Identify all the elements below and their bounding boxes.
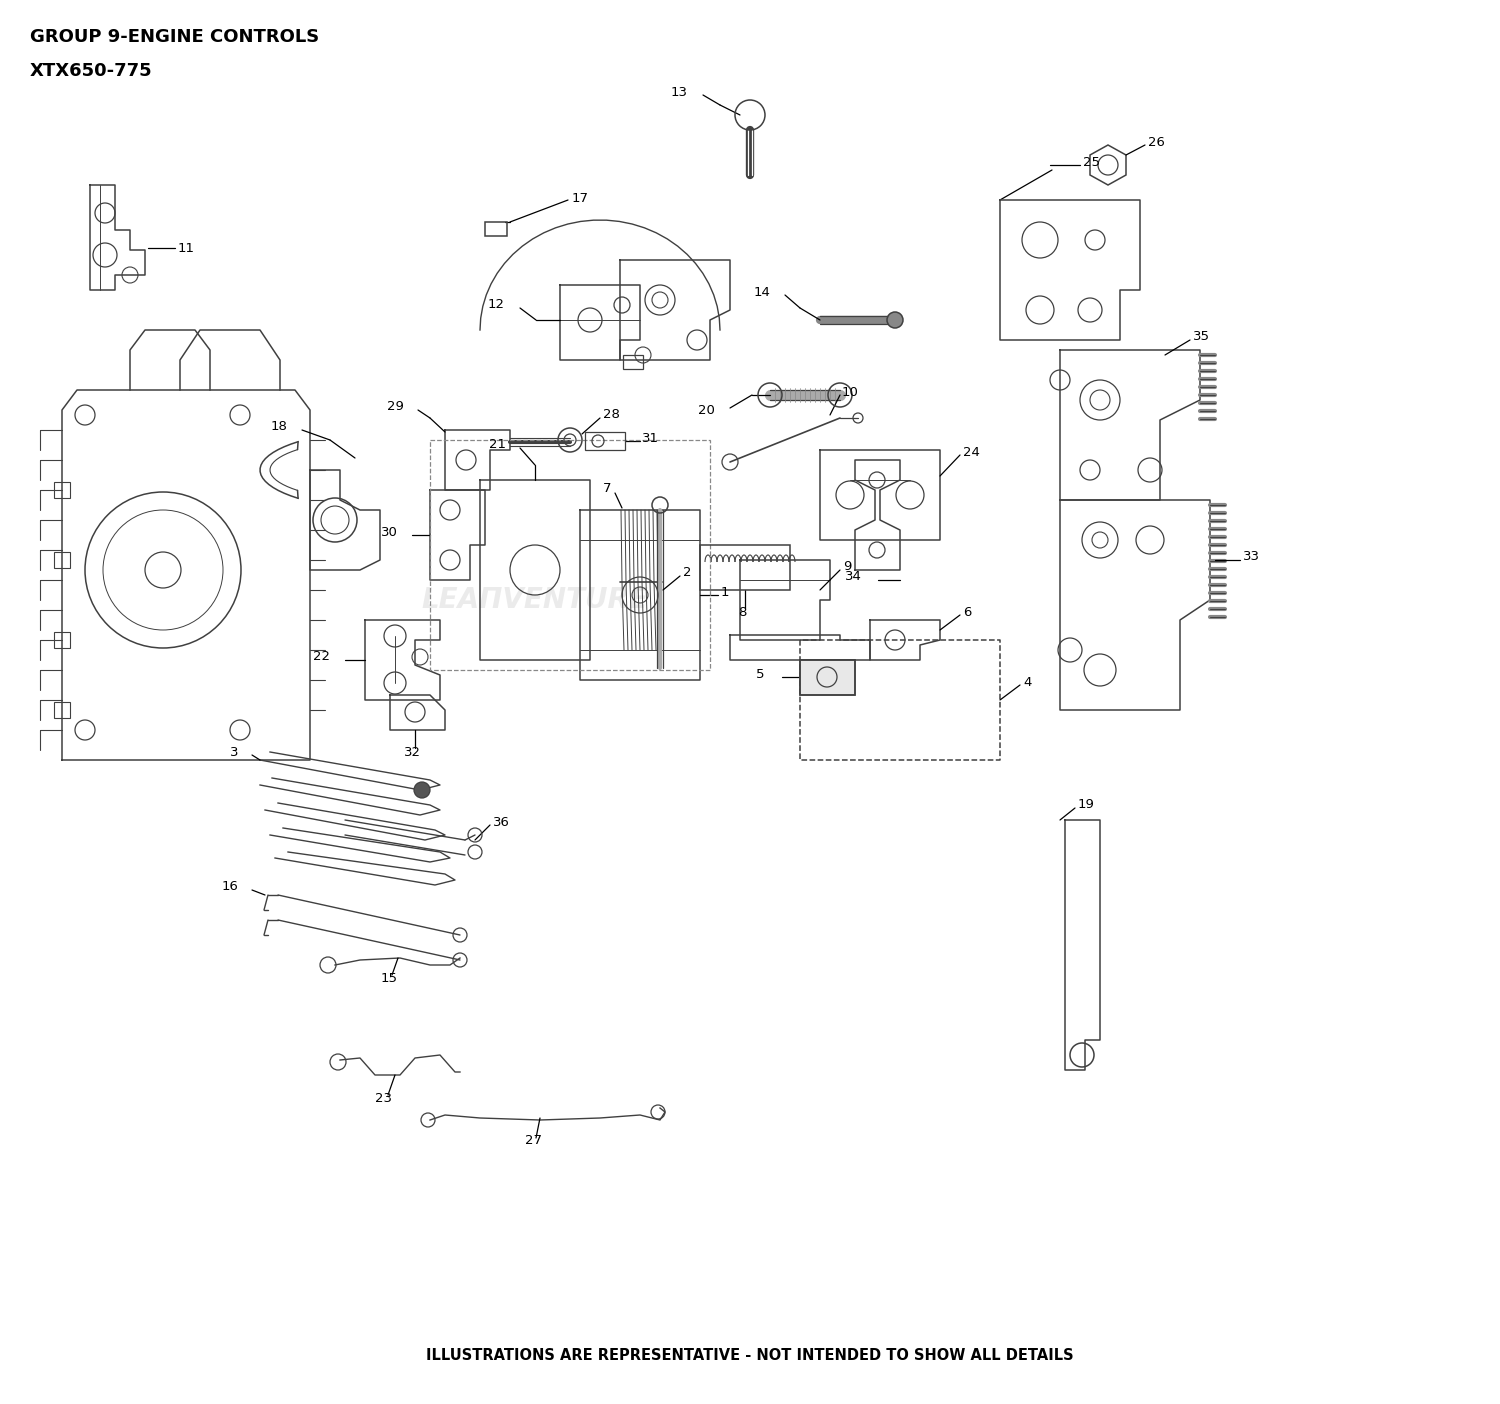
Text: 30: 30 [381, 525, 398, 539]
Text: 14: 14 [753, 285, 770, 299]
Bar [622, 355, 644, 369]
Bar [54, 632, 70, 649]
Bar [800, 660, 855, 695]
Text: 32: 32 [404, 746, 420, 758]
Bar [54, 552, 70, 569]
Bar [800, 660, 855, 695]
Text: 17: 17 [572, 191, 590, 205]
Circle shape [886, 312, 903, 329]
Text: 27: 27 [525, 1134, 542, 1147]
Text: 20: 20 [698, 404, 715, 417]
Text: 4: 4 [1023, 675, 1032, 688]
Text: 19: 19 [1078, 799, 1095, 812]
Text: 12: 12 [488, 298, 506, 310]
Text: 11: 11 [178, 241, 195, 254]
Text: 22: 22 [314, 650, 330, 664]
Text: 10: 10 [842, 386, 860, 399]
Text: 9: 9 [843, 560, 852, 573]
Text: 36: 36 [494, 816, 510, 828]
Text: GROUP 9-ENGINE CONTROLS: GROUP 9-ENGINE CONTROLS [30, 28, 320, 46]
Bar [484, 222, 507, 236]
Text: 6: 6 [963, 605, 972, 619]
Text: 26: 26 [1148, 136, 1166, 149]
Text: 18: 18 [270, 420, 286, 432]
Bar [700, 545, 790, 590]
Text: 15: 15 [381, 972, 398, 984]
Bar [54, 702, 70, 717]
Bar [54, 482, 70, 498]
Text: 2: 2 [682, 566, 692, 580]
Text: 34: 34 [844, 570, 862, 584]
Text: 24: 24 [963, 445, 980, 459]
Text: 8: 8 [738, 605, 746, 619]
Text: 3: 3 [230, 746, 238, 758]
Bar [585, 432, 626, 451]
Text: 23: 23 [375, 1091, 392, 1105]
Text: 31: 31 [642, 431, 658, 445]
Text: 13: 13 [670, 86, 688, 98]
Text: 28: 28 [603, 409, 619, 421]
Circle shape [414, 782, 430, 797]
Text: 35: 35 [1192, 330, 1210, 344]
Text: 16: 16 [220, 880, 238, 893]
Text: ILLUSTRATIONS ARE REPRESENTATIVE - NOT INTENDED TO SHOW ALL DETAILS: ILLUSTRATIONS ARE REPRESENTATIVE - NOT I… [426, 1348, 1074, 1362]
Text: 29: 29 [387, 400, 404, 413]
Text: LEAΠVENTURE: LEAΠVENTURE [422, 585, 648, 614]
Text: 33: 33 [1244, 550, 1260, 563]
Text: 1: 1 [722, 585, 729, 598]
Text: XTX650-775: XTX650-775 [30, 62, 153, 80]
Text: 7: 7 [603, 482, 610, 494]
Text: 21: 21 [489, 438, 506, 451]
Text: 5: 5 [756, 667, 764, 681]
Text: 25: 25 [1083, 156, 1100, 168]
Bar [430, 439, 710, 670]
